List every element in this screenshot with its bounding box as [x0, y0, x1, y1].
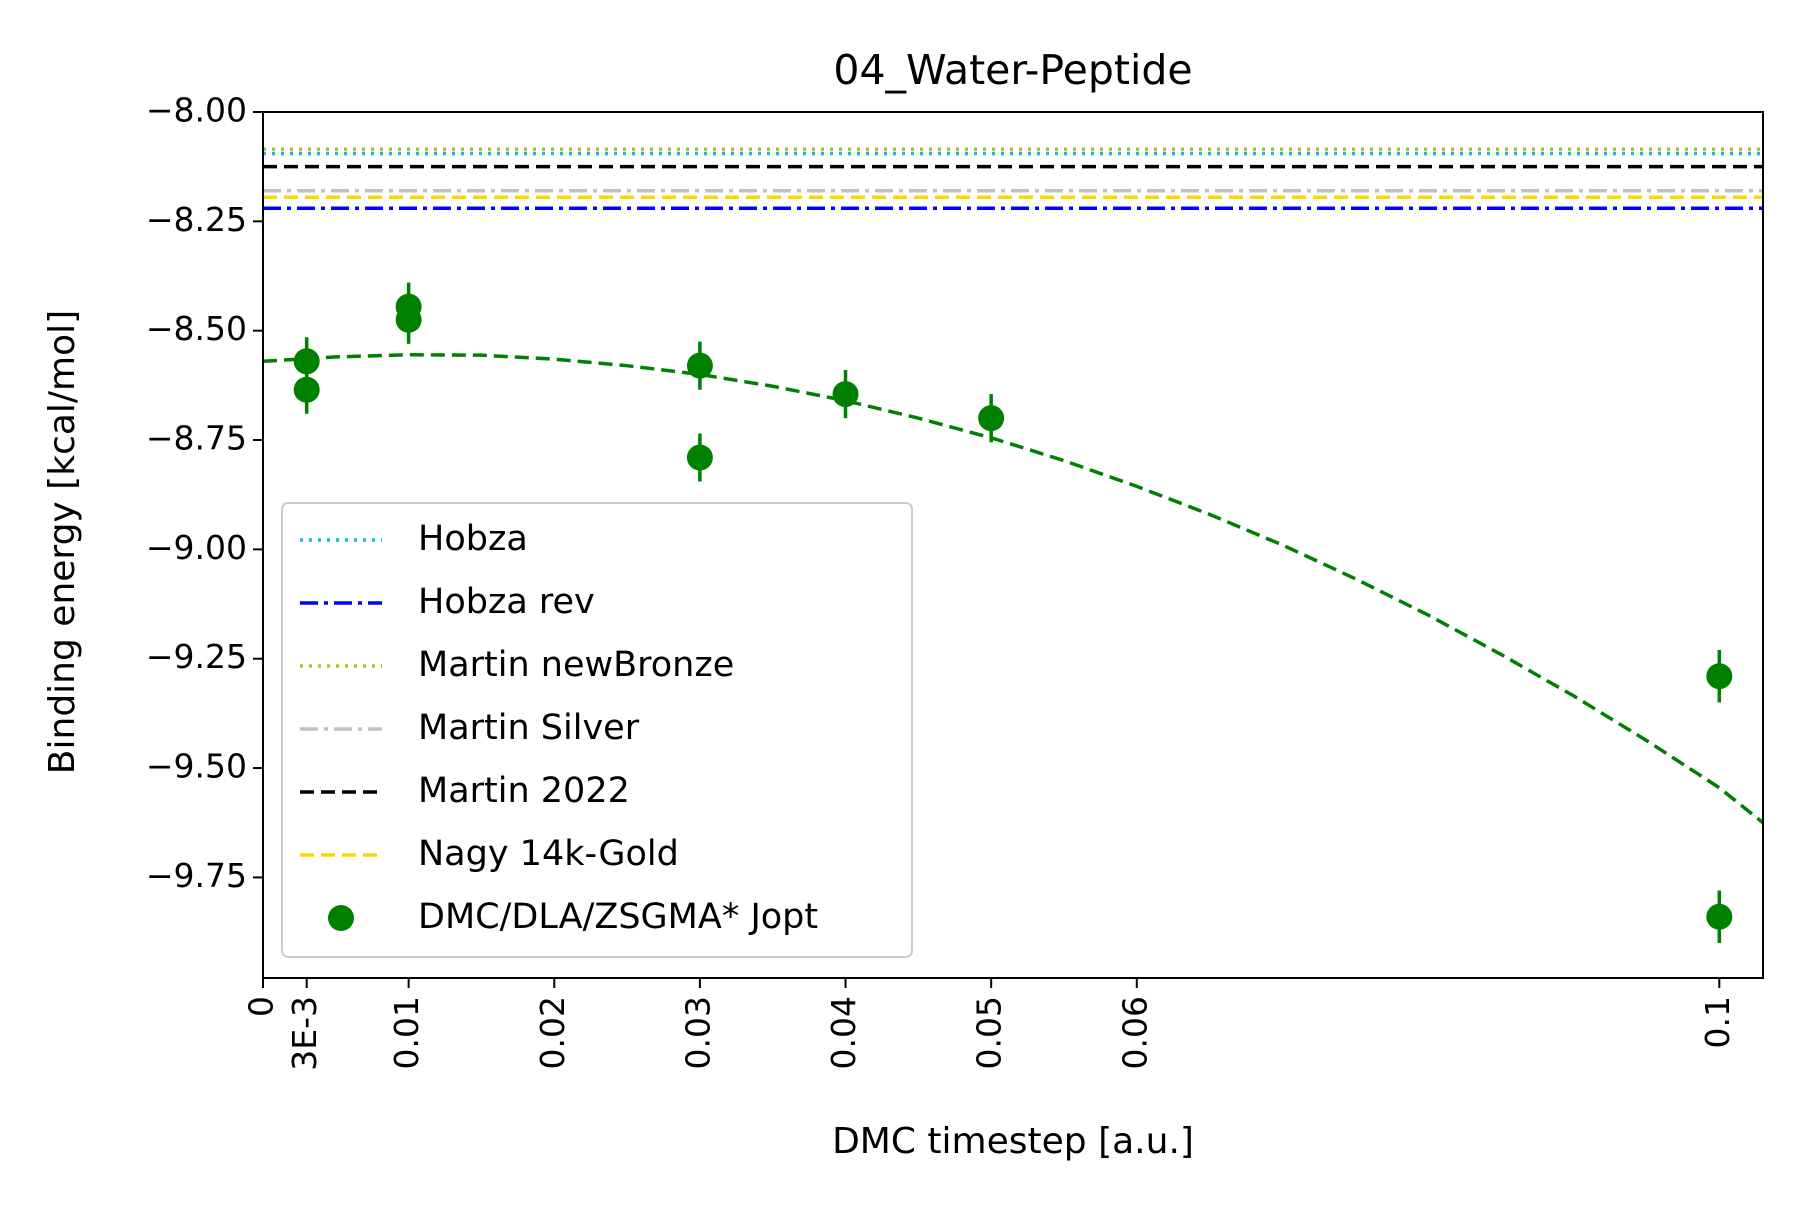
- legend-label-6: DMC/DLA/ZSGMA* Jopt: [418, 897, 818, 937]
- data-point-0-5: [686, 444, 713, 471]
- x-tick-label-8: 0.1: [1698, 996, 1737, 1048]
- data-point-0-4: [686, 352, 713, 379]
- legend: Hobza Hobza rev Martin newBronze Martin Sil…: [281, 502, 913, 958]
- y-tick-label-4: −9.00: [146, 528, 247, 567]
- x-tick-label-7: 0.06: [1115, 996, 1154, 1069]
- legend-swatch-6: [328, 905, 354, 931]
- data-point-0-6: [832, 381, 859, 408]
- y-tick-label-1: −8.25: [146, 200, 247, 239]
- axes-frame: [262, 111, 1764, 979]
- x-tick-label-1: 3E-3: [285, 996, 324, 1071]
- chart-title: 04_Water-Peptide: [833, 46, 1192, 94]
- legend-label-0: Hobza: [418, 519, 528, 559]
- legend-label-5: Nagy 14k-Gold: [418, 834, 679, 874]
- y-tick-label-6: −9.50: [146, 747, 247, 786]
- legend-label-3: Martin Silver: [418, 708, 640, 748]
- data-point-0-8: [1706, 663, 1733, 690]
- data-point-0-3: [395, 306, 422, 333]
- y-tick-label-2: −8.50: [146, 309, 247, 348]
- x-tick-label-6: 0.05: [970, 996, 1009, 1069]
- legend-box: [281, 502, 913, 958]
- x-axis-label: DMC timestep [a.u.]: [832, 1121, 1194, 1162]
- fit-curve: [262, 352, 1765, 825]
- y-axis-label: Binding energy [kcal/mol]: [42, 310, 83, 774]
- y-tick-label-7: −9.75: [146, 856, 247, 895]
- legend-label-4: Martin 2022: [418, 771, 630, 811]
- data-point-0-1: [293, 376, 320, 403]
- x-tick-label-3: 0.02: [533, 996, 572, 1069]
- plot-area: [262, 147, 1765, 944]
- axis-ticks: 0 3E-3 0.01 0.02 0.03 0.04 0.05 0.06 0.1 −8.00 −8.…: [146, 91, 1737, 1071]
- x-tick-label-5: 0.04: [824, 996, 863, 1069]
- x-tick-label-2: 0.01: [387, 996, 426, 1069]
- x-tick-label-4: 0.03: [678, 996, 717, 1069]
- data-point-0-0: [293, 348, 320, 375]
- y-tick-label-5: −9.25: [146, 637, 247, 676]
- data-point-0-7: [978, 405, 1005, 432]
- legend-label-1: Hobza rev: [418, 582, 595, 622]
- x-tick-label-0: 0: [242, 996, 281, 1017]
- legend-label-2: Martin newBronze: [418, 645, 734, 685]
- y-tick-label-0: −8.00: [146, 91, 247, 130]
- data-point-0-9: [1706, 903, 1733, 930]
- y-tick-label-3: −8.75: [146, 419, 247, 458]
